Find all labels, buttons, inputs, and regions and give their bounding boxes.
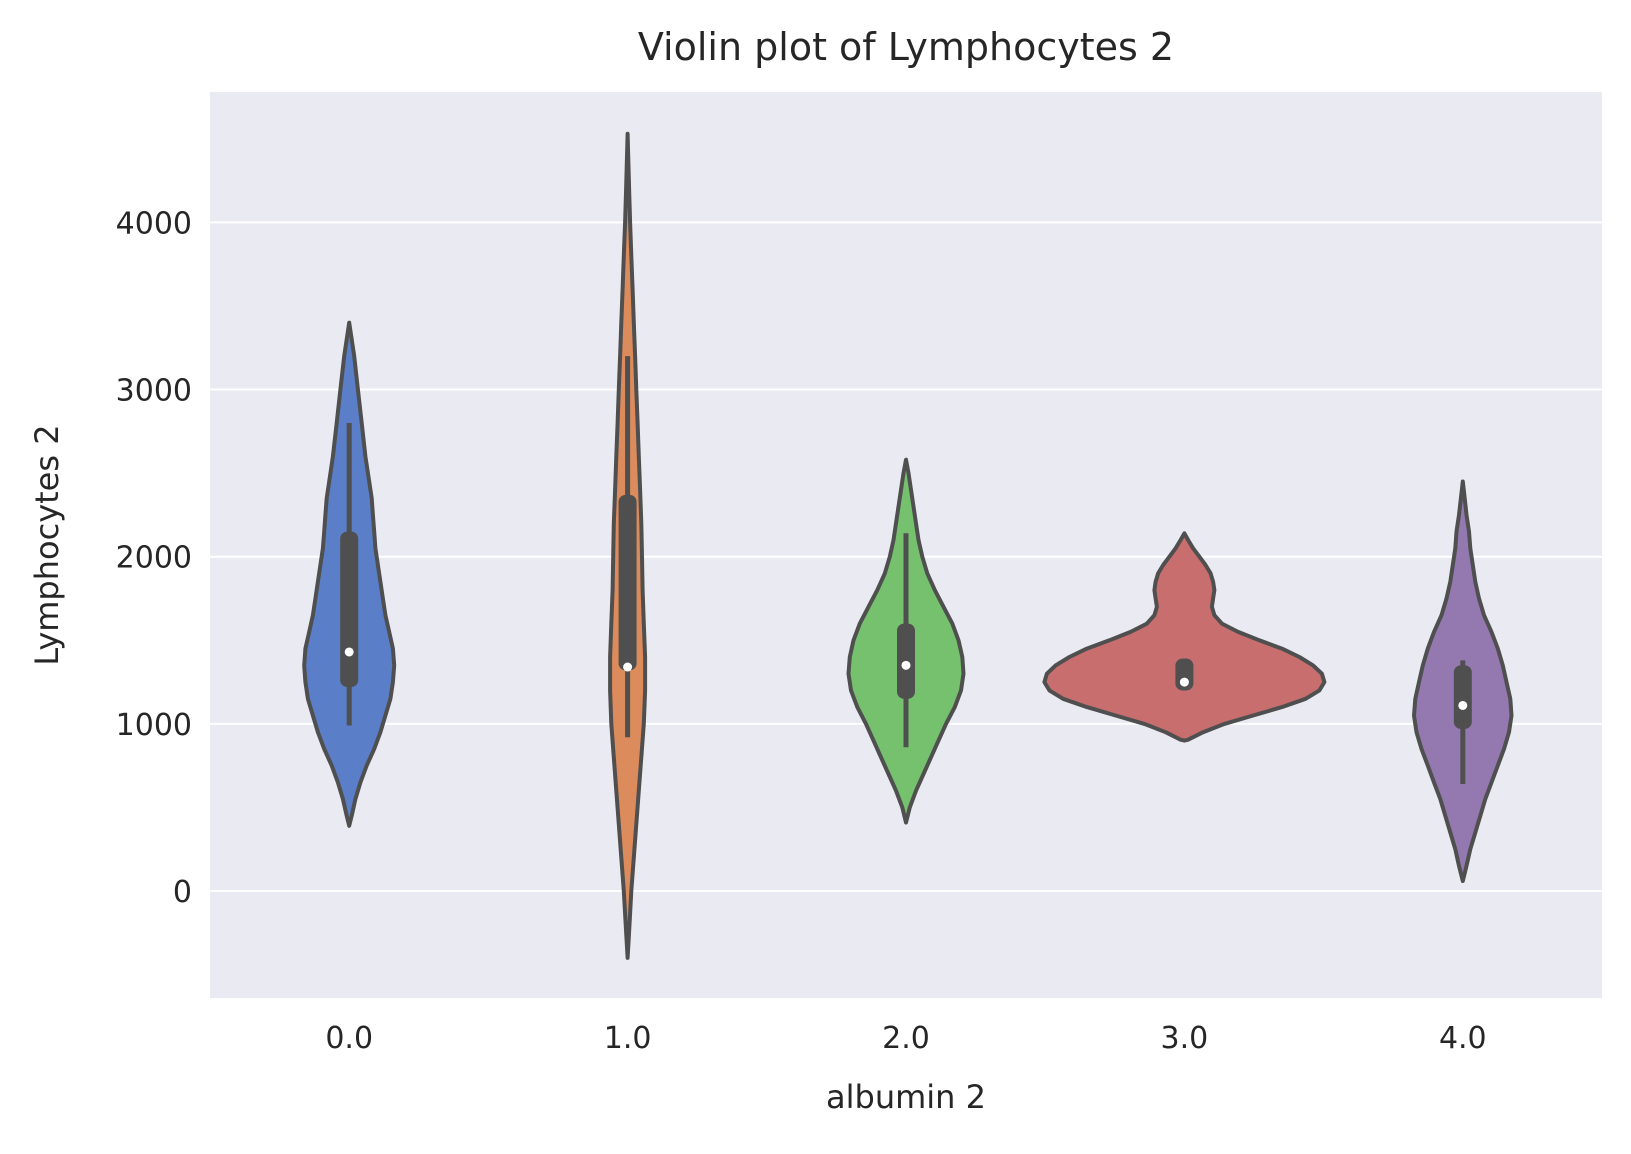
violin-1.0 (608, 131, 648, 960)
y-tick-label: 1000 (116, 708, 192, 743)
violin-iqr-box (1175, 658, 1194, 691)
violin-3.0 (1042, 531, 1327, 743)
y-tick-label: 0 (173, 875, 192, 910)
violin-4.0 (1412, 479, 1514, 883)
x-tick-label: 2.0 (882, 1021, 930, 1056)
x-tick-label: 1.0 (604, 1021, 652, 1056)
chart-title: Violin plot of Lymphocytes 2 (638, 25, 1174, 69)
x-tick-label: 0.0 (325, 1021, 373, 1056)
violin-iqr-box (340, 531, 359, 688)
violin-0.0 (302, 320, 397, 828)
x-axis-label: albumin 2 (826, 1078, 986, 1116)
violin-iqr-box (618, 494, 637, 671)
violin-median-dot (1179, 677, 1189, 687)
violin-iqr-box (1453, 665, 1472, 729)
y-axis-label: Lymphocytes 2 (28, 424, 66, 665)
violin-median-dot (1458, 700, 1468, 710)
violins (302, 131, 1514, 960)
violin-median-dot (901, 660, 911, 670)
violin-median-dot (623, 662, 633, 672)
y-tick-label: 2000 (116, 541, 192, 576)
x-tick-label: 4.0 (1439, 1021, 1487, 1056)
y-tick-label: 3000 (116, 374, 192, 409)
violin-body (1042, 531, 1327, 743)
y-tick-labels: 0 1000 2000 3000 4000 (116, 206, 192, 910)
x-tick-labels: 0.0 1.0 2.0 3.0 4.0 (325, 1021, 1486, 1056)
x-tick-label: 3.0 (1161, 1021, 1209, 1056)
violin-median-dot (344, 647, 354, 657)
violin-2.0 (846, 457, 966, 825)
y-tick-label: 4000 (116, 206, 192, 241)
